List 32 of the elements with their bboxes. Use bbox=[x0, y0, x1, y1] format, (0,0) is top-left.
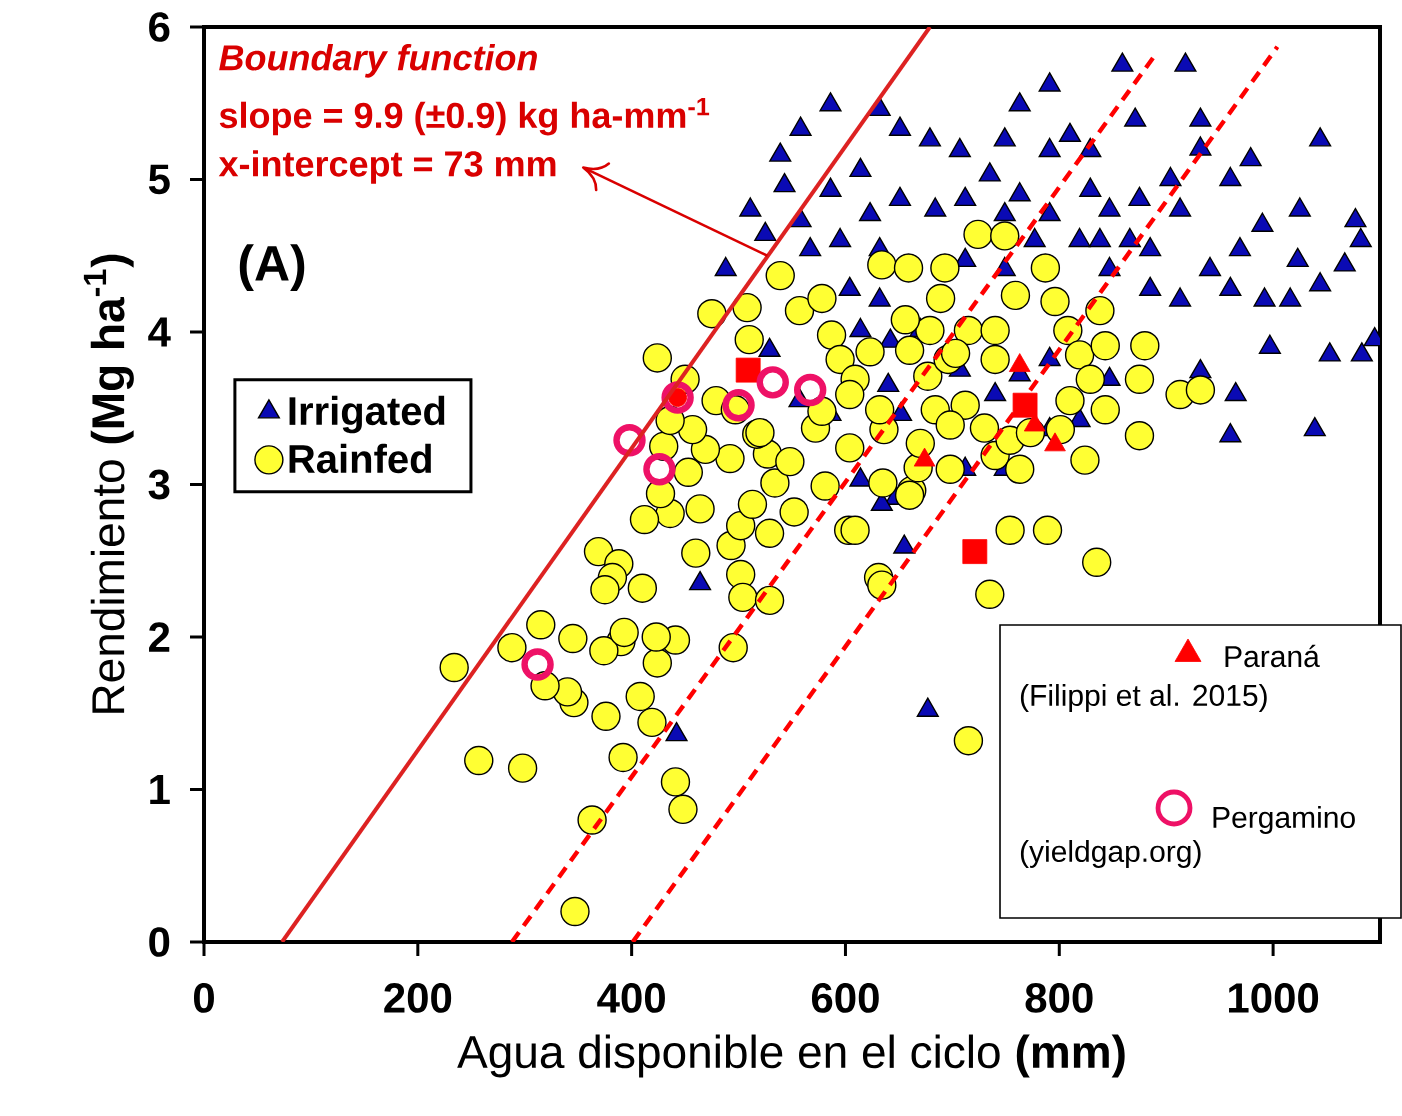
x-tick-label: 400 bbox=[597, 983, 665, 1013]
x-tick-label: 200 bbox=[384, 983, 452, 1013]
annotation: (yieldgap.org) bbox=[1020, 840, 1201, 868]
legend-label: Pergamino bbox=[1213, 806, 1355, 834]
x-axis-title: Agua disponible en el ciclo (mm) bbox=[457, 1034, 1125, 1078]
point bbox=[643, 453, 676, 486]
annotation: (A) bbox=[239, 244, 305, 291]
legend-label: Paraná bbox=[1225, 644, 1320, 668]
y-tick-label: 3 bbox=[148, 469, 170, 500]
point bbox=[756, 366, 789, 399]
y-tick-label: 1 bbox=[150, 775, 170, 804]
annotation: Boundary function bbox=[219, 44, 537, 78]
x-tick-label: 800 bbox=[1025, 983, 1093, 1013]
annotation: x-intercept = 73 mm bbox=[218, 150, 556, 184]
x-tick-label: 1000 bbox=[1229, 983, 1319, 1013]
point bbox=[793, 373, 827, 407]
text: Rendimiento (Mg ha$^{-1}$) bbox=[83, 254, 134, 713]
point bbox=[1012, 392, 1038, 418]
point bbox=[735, 357, 761, 383]
y-tick-label: 0 bbox=[149, 927, 170, 957]
y-tick-label: 2 bbox=[149, 622, 170, 652]
legend-label: Rainfed bbox=[289, 443, 431, 474]
annotation: slope = 9.9 (±0.9) kg ha-mm$^{-1}$ bbox=[219, 97, 710, 136]
y-tick-label: 4 bbox=[148, 317, 171, 347]
x-tick-label: 0 bbox=[193, 983, 214, 1013]
point bbox=[962, 539, 988, 564]
annotation: (Filippi et al. 2015) bbox=[1020, 684, 1267, 712]
x-tick-label: 600 bbox=[811, 983, 879, 1013]
y-tick-label: 6 bbox=[149, 12, 170, 42]
y-tick-label: 5 bbox=[148, 164, 170, 195]
legend-label: Irrigated bbox=[289, 395, 445, 434]
point bbox=[521, 648, 554, 681]
